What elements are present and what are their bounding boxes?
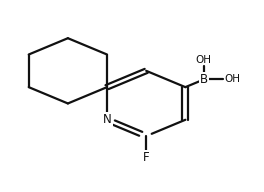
Text: B: B [200,73,208,86]
Text: OH: OH [224,74,241,84]
Text: OH: OH [196,55,212,65]
Text: N: N [103,113,111,126]
Text: F: F [143,151,149,164]
